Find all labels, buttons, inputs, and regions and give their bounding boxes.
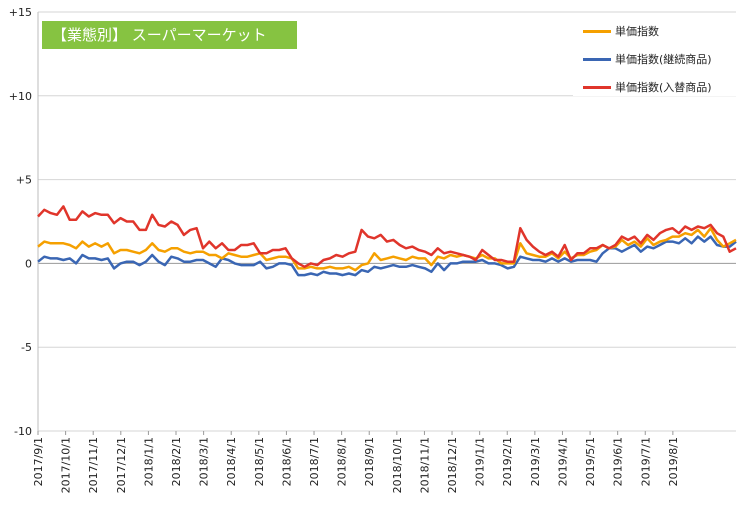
legend-label: 単価指数(入替商品) bbox=[615, 81, 712, 94]
y-axis: +15 +10 +5 0 -5 -10 bbox=[9, 6, 32, 438]
series-line-2 bbox=[37, 205, 737, 269]
x-tick-label: 2018/3/1 bbox=[198, 437, 211, 486]
x-tick-label: 2019/5/1 bbox=[584, 437, 597, 486]
x-tick-label: 2018/7/1 bbox=[308, 437, 321, 486]
x-tick-label: 2018/2/1 bbox=[170, 437, 183, 486]
x-tick-label: 2018/12/1 bbox=[446, 437, 459, 493]
legend-swatch bbox=[583, 85, 611, 89]
series-line-0 bbox=[37, 226, 737, 272]
x-tick-label: 2018/1/1 bbox=[142, 437, 155, 486]
x-tick-label: 2019/2/1 bbox=[501, 437, 514, 486]
legend-swatch bbox=[583, 57, 611, 61]
x-tick-label: 2017/9/1 bbox=[32, 437, 45, 486]
x-tick-label: 2017/11/1 bbox=[87, 437, 100, 493]
y-tick-label: +10 bbox=[9, 90, 32, 103]
x-axis: 2017/9/1 2017/10/1 2017/11/1 2017/12/1 2018/… bbox=[32, 431, 680, 493]
x-tick-label: 2018/8/1 bbox=[336, 437, 349, 486]
y-tick-label: 0 bbox=[25, 257, 32, 270]
legend-swatch bbox=[583, 29, 611, 33]
chart-title-badge: 【業態別】 スーパーマーケット bbox=[42, 21, 297, 49]
x-tick-label: 2018/11/1 bbox=[418, 437, 431, 493]
series-lines bbox=[37, 205, 737, 277]
legend: 単価指数 単価指数(継続商品) 単価指数(入替商品) bbox=[573, 14, 741, 96]
x-tick-label: 2019/3/1 bbox=[529, 437, 542, 486]
y-tick-label: -10 bbox=[14, 425, 32, 438]
x-tick-label: 2019/4/1 bbox=[556, 437, 569, 486]
legend-item-replaced-items: 単価指数(入替商品) bbox=[583, 80, 712, 96]
x-tick-label: 2019/1/1 bbox=[474, 437, 487, 486]
legend-label: 単価指数 bbox=[615, 25, 659, 38]
series-line-1 bbox=[37, 235, 737, 277]
x-tick-label: 2017/10/1 bbox=[60, 437, 73, 493]
x-tick-label: 2017/12/1 bbox=[115, 437, 128, 493]
y-tick-label: +15 bbox=[9, 6, 32, 19]
x-tick-label: 2018/6/1 bbox=[280, 437, 293, 486]
x-tick-label: 2019/8/1 bbox=[667, 437, 680, 486]
legend-item-continuing-items: 単価指数(継続商品) bbox=[583, 52, 712, 68]
y-tick-label: +5 bbox=[16, 174, 32, 187]
y-tick-label: -5 bbox=[21, 341, 32, 354]
x-tick-label: 2019/6/1 bbox=[612, 437, 625, 486]
x-tick-label: 2018/4/1 bbox=[225, 437, 238, 486]
x-tick-label: 2018/10/1 bbox=[391, 437, 404, 493]
grid-lines bbox=[37, 11, 736, 432]
legend-item-price-index: 単価指数 bbox=[583, 24, 659, 40]
legend-label: 単価指数(継続商品) bbox=[615, 53, 712, 66]
x-tick-label: 2019/7/1 bbox=[639, 437, 652, 486]
x-tick-label: 2018/9/1 bbox=[363, 437, 376, 486]
x-tick-label: 2018/5/1 bbox=[253, 437, 266, 486]
